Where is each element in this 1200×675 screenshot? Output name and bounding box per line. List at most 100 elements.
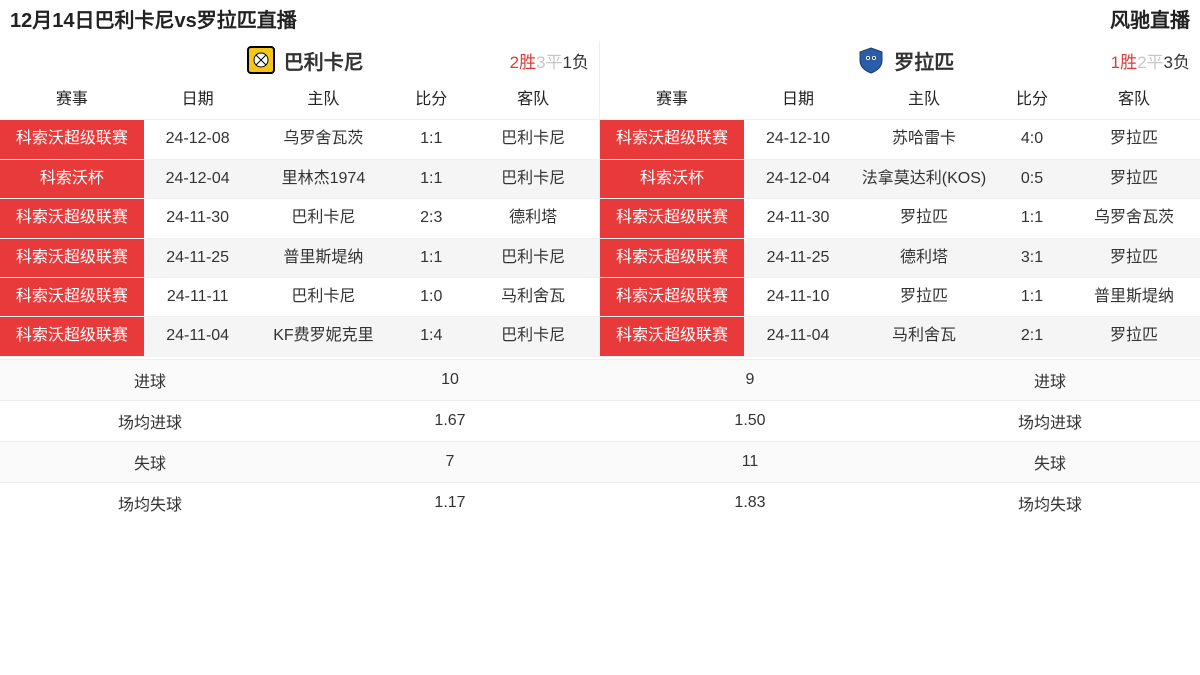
- away-cell: 普里斯堤纳: [1068, 277, 1200, 316]
- date-cell: 24-12-04: [744, 159, 852, 198]
- home-cell: 巴利卡尼: [252, 199, 396, 238]
- date-cell: 24-12-08: [144, 120, 252, 159]
- table-header-row: 赛事 日期 主队 比分 客队: [0, 81, 599, 120]
- home-cell: 里林杰1974: [252, 159, 396, 198]
- stat-left-value: 1.17: [300, 482, 600, 523]
- stat-left-value: 7: [300, 441, 600, 482]
- left-team-header: 巴利卡尼 2胜3平1负: [0, 41, 599, 81]
- col-score: 比分: [996, 81, 1068, 120]
- stat-label: 进球: [0, 359, 300, 400]
- home-cell: 巴利卡尼: [252, 277, 396, 316]
- stat-right-value: 9: [600, 359, 900, 400]
- table-row[interactable]: 科索沃超级联赛24-11-11巴利卡尼1:0马利舍瓦: [0, 277, 599, 316]
- table-row[interactable]: 科索沃杯24-12-04法拿莫达利(KOS)0:5罗拉匹: [600, 159, 1200, 198]
- home-cell: 苏哈雷卡: [852, 120, 996, 159]
- date-cell: 24-11-10: [744, 277, 852, 316]
- competition-cell: 科索沃超级联赛: [600, 199, 744, 238]
- right-team-record: 1胜2平3负: [1111, 48, 1190, 73]
- table-row[interactable]: 科索沃超级联赛24-11-04马利舍瓦2:1罗拉匹: [600, 317, 1200, 356]
- left-team-panel: 巴利卡尼 2胜3平1负 赛事 日期 主队 比分 客队 科索沃超级联赛24-12-…: [0, 41, 600, 357]
- table-header-row: 赛事 日期 主队 比分 客队: [600, 81, 1200, 120]
- date-cell: 24-11-30: [144, 199, 252, 238]
- col-competition: 赛事: [600, 81, 744, 120]
- away-cell: 罗拉匹: [1068, 120, 1200, 159]
- date-cell: 24-12-10: [744, 120, 852, 159]
- table-row[interactable]: 科索沃杯24-12-04里林杰19741:1巴利卡尼: [0, 159, 599, 198]
- right-matches-table: 赛事 日期 主队 比分 客队 科索沃超级联赛24-12-10苏哈雷卡4:0罗拉匹…: [600, 81, 1200, 357]
- away-cell: 罗拉匹: [1068, 317, 1200, 356]
- away-cell: 巴利卡尼: [467, 159, 599, 198]
- stat-right-value: 11: [600, 441, 900, 482]
- score-cell: 2:3: [395, 199, 467, 238]
- competition-cell: 科索沃超级联赛: [600, 277, 744, 316]
- col-away: 客队: [1068, 81, 1200, 120]
- table-row[interactable]: 科索沃超级联赛24-11-30巴利卡尼2:3德利塔: [0, 199, 599, 238]
- table-row[interactable]: 科索沃超级联赛24-11-10罗拉匹1:1普里斯堤纳: [600, 277, 1200, 316]
- date-cell: 24-11-30: [744, 199, 852, 238]
- home-cell: 马利舍瓦: [852, 317, 996, 356]
- stat-label: 场均进球: [900, 400, 1200, 441]
- competition-cell: 科索沃超级联赛: [0, 120, 144, 159]
- score-cell: 1:1: [996, 199, 1068, 238]
- right-team-panel: 罗拉匹 1胜2平3负 赛事 日期 主队 比分 客队 科索沃超级联赛24-12-1…: [600, 41, 1200, 357]
- score-cell: 4:0: [996, 120, 1068, 159]
- score-cell: 1:0: [395, 277, 467, 316]
- home-cell: 罗拉匹: [852, 199, 996, 238]
- date-cell: 24-11-04: [744, 317, 852, 356]
- stat-left-value: 10: [300, 359, 600, 400]
- home-cell: 乌罗舍瓦茨: [252, 120, 396, 159]
- competition-cell: 科索沃超级联赛: [0, 317, 144, 356]
- score-cell: 1:1: [395, 159, 467, 198]
- score-cell: 3:1: [996, 238, 1068, 277]
- date-cell: 24-11-04: [144, 317, 252, 356]
- away-cell: 罗拉匹: [1068, 159, 1200, 198]
- score-cell: 2:1: [996, 317, 1068, 356]
- date-cell: 24-12-04: [144, 159, 252, 198]
- competition-cell: 科索沃超级联赛: [600, 238, 744, 277]
- left-team-logo-icon: [246, 45, 276, 75]
- table-row[interactable]: 科索沃超级联赛24-11-30罗拉匹1:1乌罗舍瓦茨: [600, 199, 1200, 238]
- site-name: 风驰直播: [1110, 4, 1190, 33]
- stat-label: 场均失球: [0, 482, 300, 523]
- home-cell: 德利塔: [852, 238, 996, 277]
- away-cell: 马利舍瓦: [467, 277, 599, 316]
- home-cell: 普里斯堤纳: [252, 238, 396, 277]
- col-home: 主队: [252, 81, 396, 120]
- stats-row-avg-goals: 场均进球 1.67 1.50 场均进球: [0, 400, 1200, 441]
- stat-label: 失球: [0, 441, 300, 482]
- col-score: 比分: [395, 81, 467, 120]
- competition-cell: 科索沃超级联赛: [600, 120, 744, 159]
- col-date: 日期: [144, 81, 252, 120]
- competition-cell: 科索沃超级联赛: [0, 199, 144, 238]
- stat-label: 场均进球: [0, 400, 300, 441]
- away-cell: 巴利卡尼: [467, 317, 599, 356]
- page-title: 12月14日巴利卡尼vs罗拉匹直播: [10, 4, 297, 33]
- home-cell: 法拿莫达利(KOS): [852, 159, 996, 198]
- col-date: 日期: [744, 81, 852, 120]
- date-cell: 24-11-25: [144, 238, 252, 277]
- right-team-name: 罗拉匹: [894, 46, 954, 75]
- table-row[interactable]: 科索沃超级联赛24-12-08乌罗舍瓦茨1:1巴利卡尼: [0, 120, 599, 159]
- date-cell: 24-11-25: [744, 238, 852, 277]
- stats-row-avg-conceded: 场均失球 1.17 1.83 场均失球: [0, 482, 1200, 523]
- right-team-header: 罗拉匹 1胜2平3负: [600, 41, 1200, 81]
- competition-cell: 科索沃超级联赛: [0, 277, 144, 316]
- top-bar: 12月14日巴利卡尼vs罗拉匹直播 风驰直播: [0, 0, 1200, 41]
- away-cell: 德利塔: [467, 199, 599, 238]
- stat-label: 场均失球: [900, 482, 1200, 523]
- stat-label: 失球: [900, 441, 1200, 482]
- score-cell: 1:1: [996, 277, 1068, 316]
- col-competition: 赛事: [0, 81, 144, 120]
- stats-table: 进球 10 9 进球 场均进球 1.67 1.50 场均进球 失球 7 11 失…: [0, 359, 1200, 523]
- table-row[interactable]: 科索沃超级联赛24-11-25德利塔3:1罗拉匹: [600, 238, 1200, 277]
- date-cell: 24-11-11: [144, 277, 252, 316]
- table-row[interactable]: 科索沃超级联赛24-12-10苏哈雷卡4:0罗拉匹: [600, 120, 1200, 159]
- col-home: 主队: [852, 81, 996, 120]
- left-matches-table: 赛事 日期 主队 比分 客队 科索沃超级联赛24-12-08乌罗舍瓦茨1:1巴利…: [0, 81, 599, 357]
- table-row[interactable]: 科索沃超级联赛24-11-25普里斯堤纳1:1巴利卡尼: [0, 238, 599, 277]
- left-team-record: 2胜3平1负: [510, 48, 589, 73]
- table-row[interactable]: 科索沃超级联赛24-11-04KF费罗妮克里1:4巴利卡尼: [0, 317, 599, 356]
- score-cell: 0:5: [996, 159, 1068, 198]
- stat-right-value: 1.50: [600, 400, 900, 441]
- away-cell: 乌罗舍瓦茨: [1068, 199, 1200, 238]
